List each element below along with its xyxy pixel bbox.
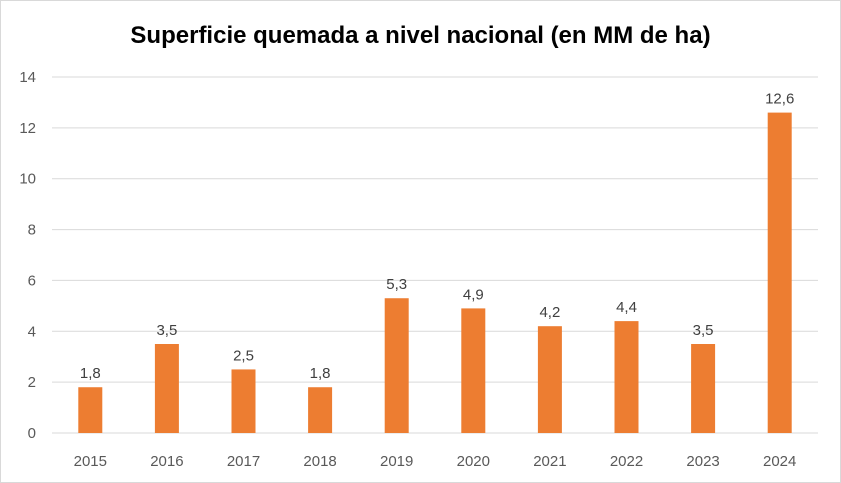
bar-2023 <box>691 344 716 433</box>
x-tick-label: 2015 <box>74 453 107 470</box>
x-tick-label: 2019 <box>380 453 413 470</box>
y-tick-label: 12 <box>19 120 36 137</box>
data-label: 1,8 <box>80 365 101 382</box>
bar-2022 <box>614 321 639 433</box>
data-label: 4,2 <box>539 304 560 321</box>
data-label: 1,8 <box>310 365 331 382</box>
bar-2021 <box>537 326 562 433</box>
x-tick-label: 2024 <box>763 453 796 470</box>
y-tick-label: 14 <box>19 69 36 86</box>
x-tick-label: 2023 <box>686 453 719 470</box>
bar-2017 <box>231 369 256 433</box>
bar-2020 <box>461 308 486 433</box>
x-tick-label: 2018 <box>303 453 336 470</box>
x-tick-label: 2020 <box>457 453 490 470</box>
bar-2015 <box>78 387 103 433</box>
x-tick-label: 2017 <box>227 453 260 470</box>
data-label: 5,3 <box>386 276 407 293</box>
data-label: 4,9 <box>463 286 484 303</box>
bar-2024 <box>767 112 792 433</box>
bar-2019 <box>384 298 409 433</box>
data-label: 3,5 <box>156 322 177 339</box>
data-label: 3,5 <box>693 322 714 339</box>
y-tick-label: 8 <box>28 222 36 239</box>
y-tick-label: 2 <box>28 374 36 391</box>
chart-title: Superficie quemada a nivel nacional (en … <box>130 22 711 49</box>
bar-2018 <box>308 387 333 433</box>
x-tick-label: 2016 <box>150 453 183 470</box>
data-label: 2,5 <box>233 347 254 364</box>
y-tick-label: 0 <box>28 425 36 442</box>
data-label: 4,4 <box>616 299 637 316</box>
x-tick-label: 2022 <box>610 453 643 470</box>
data-label: 12,6 <box>765 91 794 108</box>
y-tick-label: 6 <box>28 272 36 289</box>
x-tick-label: 2021 <box>533 453 566 470</box>
y-tick-label: 4 <box>28 323 36 340</box>
bar-2016 <box>154 344 179 433</box>
y-tick-label: 10 <box>19 171 36 188</box>
